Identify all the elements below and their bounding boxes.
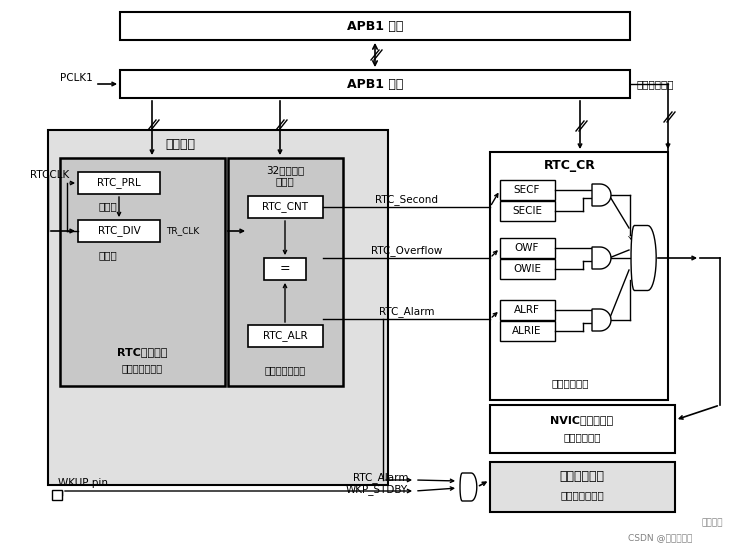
Bar: [52, 490, 62, 500]
Bar: [264, 258, 306, 280]
Bar: [500, 259, 555, 279]
Bar: [500, 300, 555, 320]
Bar: [500, 201, 555, 221]
Text: PCLK1: PCLK1: [60, 73, 93, 83]
Text: 退出待机模式: 退出待机模式: [559, 471, 605, 483]
Text: NVIC中断控制器: NVIC中断控制器: [550, 415, 614, 425]
Text: 32位可编程: 32位可编程: [266, 165, 304, 175]
Text: 待机时不供电: 待机时不供电: [551, 378, 589, 388]
Text: ALRF: ALRF: [514, 305, 540, 315]
Text: WKUP pin: WKUP pin: [58, 478, 108, 488]
Text: 计数器: 计数器: [276, 176, 294, 186]
Text: CSDN @太陈把力动: CSDN @太陈把力动: [628, 534, 692, 542]
Text: 待机时不供电: 待机时不供电: [563, 432, 601, 442]
Text: 后备区域: 后备区域: [165, 138, 195, 152]
Bar: [120, 12, 630, 40]
Bar: [248, 325, 323, 347]
Text: WKP_STDBY: WKP_STDBY: [346, 484, 408, 495]
Text: RTCCLK: RTCCLK: [30, 170, 69, 180]
Bar: [228, 158, 343, 386]
Text: ALRIE: ALRIE: [512, 326, 541, 336]
Bar: [490, 405, 675, 453]
Text: RTC_Alarm: RTC_Alarm: [379, 306, 435, 317]
Text: APB1 接口: APB1 接口: [347, 77, 403, 91]
Text: 待机时维持供电: 待机时维持供电: [122, 363, 162, 373]
Text: 待机时不供电: 待机时不供电: [636, 79, 674, 89]
Polygon shape: [631, 226, 656, 290]
Bar: [120, 70, 630, 98]
Bar: [490, 462, 675, 512]
Text: RTC预分频器: RTC预分频器: [117, 347, 167, 357]
Bar: [490, 152, 668, 400]
Bar: [500, 321, 555, 341]
Text: RTC_DIV: RTC_DIV: [98, 226, 140, 237]
Bar: [500, 238, 555, 258]
Text: RTC_PRL: RTC_PRL: [97, 178, 141, 189]
Text: 重装载: 重装载: [98, 201, 117, 211]
Bar: [78, 220, 160, 242]
Text: 待机时维持供电: 待机时维持供电: [560, 490, 604, 500]
Text: 上升沿: 上升沿: [98, 250, 117, 260]
Text: SECIE: SECIE: [512, 206, 542, 216]
Polygon shape: [460, 473, 477, 501]
Text: =: =: [279, 263, 291, 275]
Bar: [500, 180, 555, 200]
Text: RTC_Overflow: RTC_Overflow: [371, 246, 442, 257]
Polygon shape: [592, 247, 611, 269]
Text: RTC_Second: RTC_Second: [376, 195, 439, 206]
Text: RTC_CNT: RTC_CNT: [262, 201, 308, 212]
Text: RTC_ALR: RTC_ALR: [263, 331, 307, 341]
Bar: [48, 130, 388, 485]
Text: SECF: SECF: [514, 185, 540, 195]
Text: RTC_CR: RTC_CR: [544, 159, 596, 171]
Text: RTC_Alarm: RTC_Alarm: [352, 473, 408, 483]
Polygon shape: [592, 309, 611, 331]
Text: OWIE: OWIE: [513, 264, 541, 274]
Polygon shape: [592, 184, 611, 206]
Bar: [248, 196, 323, 218]
Text: 待机时维持供电: 待机时维持供电: [264, 365, 306, 375]
Text: 二十电子: 二十电子: [701, 519, 722, 528]
Text: OWF: OWF: [515, 243, 539, 253]
Bar: [60, 158, 225, 386]
Text: TR_CLK: TR_CLK: [167, 227, 200, 236]
Text: APB1 总线: APB1 总线: [347, 19, 403, 33]
Bar: [78, 172, 160, 194]
